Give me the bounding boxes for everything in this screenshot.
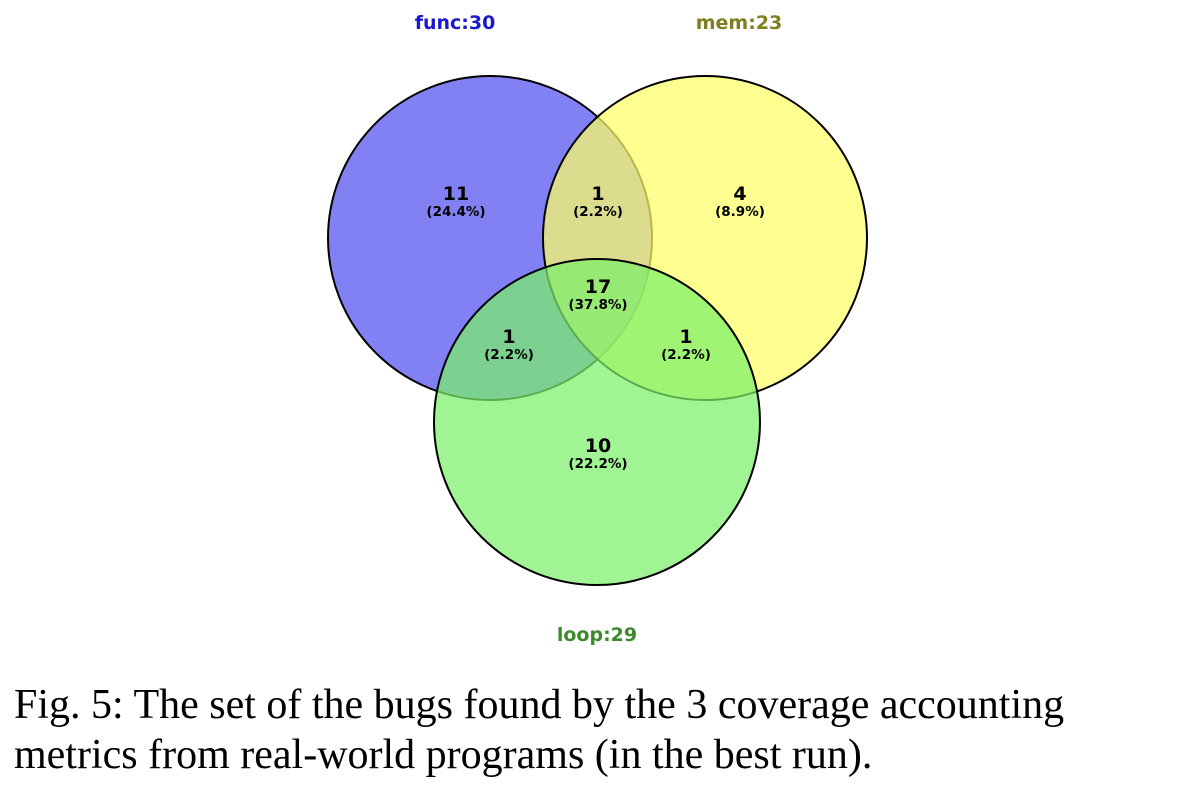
region-count-loop-only: 10	[585, 435, 611, 457]
region-percent-all-three: (37.8%)	[568, 297, 627, 313]
region-count-mem-loop: 1	[679, 326, 692, 348]
region-count-func-mem: 1	[591, 183, 604, 205]
region-count-mem-only: 4	[733, 183, 746, 205]
venn-diagram: func:30 mem:23 loop:29 11 (24.4%) 1 (2.2…	[327, 12, 868, 646]
set-circle-loop	[433, 258, 761, 586]
region-percent-func-only: (24.4%)	[426, 204, 485, 220]
figure-caption: Fig. 5: The set of the bugs found by the…	[14, 682, 1065, 778]
region-percent-func-mem: (2.2%)	[573, 204, 623, 220]
region-percent-loop-only: (22.2%)	[568, 456, 627, 472]
set-label-func: func:30	[415, 12, 496, 34]
region-percent-mem-loop: (2.2%)	[661, 347, 711, 363]
region-percent-func-loop: (2.2%)	[484, 347, 534, 363]
region-count-func-loop: 1	[502, 326, 515, 348]
region-percent-mem-only: (8.9%)	[715, 204, 765, 220]
region-count-func-only: 11	[443, 183, 469, 205]
region-count-all-three: 17	[585, 276, 611, 298]
set-label-mem: mem:23	[696, 12, 783, 34]
set-label-loop: loop:29	[557, 624, 637, 646]
